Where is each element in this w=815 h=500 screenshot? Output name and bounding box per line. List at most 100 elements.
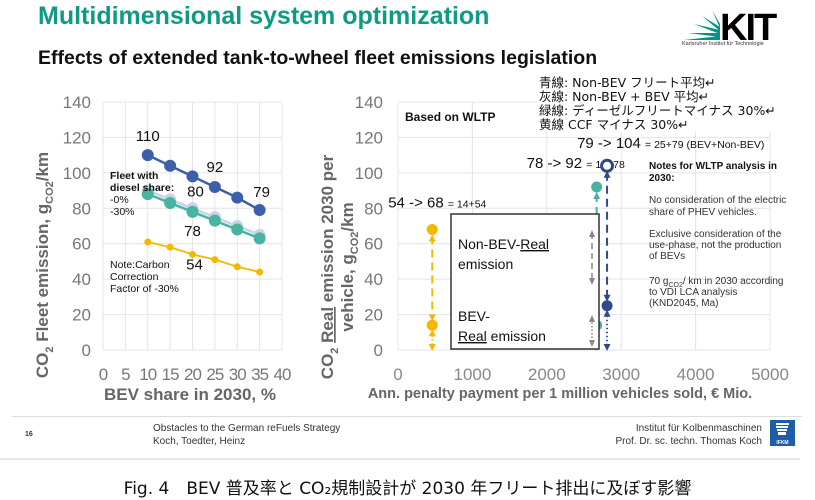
jp-legend-grey: 灰線: Non-BEV + BEV 平均↵ [539,89,710,104]
footer-divider-top [12,416,802,417]
jp-legend-green: 緑線: ディーゼルフリートマイナス 30%↵ [539,103,776,118]
note-carbon: Note:Carbon [110,259,170,271]
data-label: 92 [207,159,224,176]
footer-presentation-info: Obstacles to the German reFuels Strategy… [153,423,340,448]
data-label: 80 [187,183,204,200]
y-tick-label: 0 [82,341,91,360]
arrow-down-icon [428,314,436,322]
jp-legend-yellow: 黄線 CCF マイナス 30%↵ [539,117,689,132]
total-emission-point [591,181,603,193]
left-series [141,149,266,276]
slide-title: Multidimensional system optimization [38,2,490,30]
series-line [147,241,260,273]
ifkm-logo-text: IFKM [776,440,789,446]
x-tick-label: 25 [206,365,223,384]
series-marker-group: 79 -> 104 = 25+79 (BEV+Non-BEV) [577,135,764,351]
x-tick-label: 35 [251,365,268,384]
left-data-labels: 110 92 79 80 78 54 [136,128,270,273]
data-point [208,214,221,227]
left-x-ticks: 0 5 10 15 20 25 30 35 40 [99,365,292,384]
bev-emission-point [426,319,438,331]
y-tick-label: 0 [374,341,383,360]
svg-text:(KND2045, Ma): (KND2045, Ma) [649,298,718,309]
legend-non-bev: Non-BEV-Real [458,236,549,252]
data-label: 79 [253,184,270,201]
arrow-up-icon [603,170,611,178]
x-tick-label: 30 [229,365,246,384]
kit-logo: KIT [684,7,779,49]
data-point [253,232,266,245]
svg-text:Notes for WLTP analysis in: Notes for WLTP analysis in [649,161,777,172]
bev-emission-point [601,300,613,312]
left-x-axis-label: BEV share in 2030, % [104,385,276,404]
y-tick-label: 100 [355,164,383,183]
figure-caption: Fig. 4 BEV 普及率と CO₂規制設計が 2030 年フリート排出に及ぼ… [123,479,692,499]
data-label: 54 [186,256,203,273]
footer-authors: Koch, Toedter, Heinz [153,435,246,447]
data-point [141,188,154,201]
arrow-up-icon [593,192,601,200]
arrow-up-icon [603,309,611,317]
footer-talk-title: Obstacles to the German reFuels Strategy [153,423,341,434]
data-point [164,159,177,172]
data-point [253,204,266,217]
kit-tagline: Karlsruher Institut für Technologie [682,41,764,47]
data-point [189,250,196,258]
footer-professor: Prof. Dr. sc. techn. Thomas Koch [615,435,762,447]
page-number: 16 [25,431,33,438]
arrow-down-icon [603,344,611,351]
annotation-fleet-with: Fleet with [110,170,158,182]
arrow-up-icon [428,234,436,242]
svg-text:use-phase, not the production: use-phase, not the production [649,240,781,251]
arrow-up-icon [428,329,436,337]
legend-bev-real-emission: Real emission [458,328,546,344]
x-tick-label: 4000 [677,365,715,384]
arrow-down-icon [428,344,436,351]
y-tick-label: 80 [364,199,383,218]
x-tick-label: 10 [139,365,156,384]
left-grid [102,101,283,351]
japanese-color-legend: 青線: Non-BEV フリート平均↵ 灰線: Non-BEV + BEV 平均… [537,76,780,132]
real-emission-chart: 0 20 40 60 80 100 120 140 0 1000 2000 3000 4000 5000… [318,93,789,402]
jp-legend-blue: 青線: Non-BEV フリート平均↵ [539,75,716,90]
data-point [231,223,244,236]
value-label: 79 -> 104 = 25+79 (BEV+Non-BEV) [577,135,764,152]
left-y-ticks: 0 20 40 60 80 100 120 140 [63,93,91,360]
value-label: 54 -> 68 = 14+54 [388,195,486,212]
annotation-30pct: -30% [110,206,135,218]
y-tick-label: 120 [63,128,91,147]
y-tick-label: 80 [72,199,91,218]
y-tick-label: 40 [364,270,383,289]
footer-institute: Institut für Kolbenmaschinen [635,423,762,434]
annotation-diesel-share: diesel share: [110,182,174,194]
emission-legend-box: Non-BEV-Real emission BEV- Real emission [450,213,600,350]
svg-text:of BEVs: of BEVs [649,251,685,262]
series-marker-group: 54 -> 68 = 14+54 [388,195,487,351]
data-point [186,205,199,218]
chart-title-wltp: Based on WLTP [405,110,495,124]
slide-subtitle: Effects of extended tank-to-wheel fleet … [38,47,598,69]
svg-text:No consideration of the electr: No consideration of the electric [649,195,786,206]
svg-text:to VDI LCA analysis: to VDI LCA analysis [649,287,737,298]
data-point [141,149,154,162]
annotation-0pct: -0% [110,194,129,206]
dotted-arrow-icon [589,315,595,347]
x-tick-label: 5000 [751,365,789,384]
x-tick-label: 3000 [602,365,640,384]
note-factor: Factor of -30% [110,283,179,295]
y-tick-label: 40 [72,270,91,289]
right-y-axis-label-line1: CO2 Real emission 2030 per [318,154,341,379]
y-tick-label: 20 [72,306,91,325]
right-x-axis-label: Ann. penalty payment per 1 million vehic… [368,386,752,402]
x-tick-label: 2000 [528,365,566,384]
x-tick-label: 15 [162,365,179,384]
data-point [211,256,219,264]
data-point [166,243,174,251]
data-point [164,196,177,209]
y-tick-label: 140 [355,93,383,112]
arrow-down-icon [603,294,611,302]
data-point [186,170,199,183]
data-label: 78 [184,223,201,240]
y-tick-label: 120 [355,128,383,147]
